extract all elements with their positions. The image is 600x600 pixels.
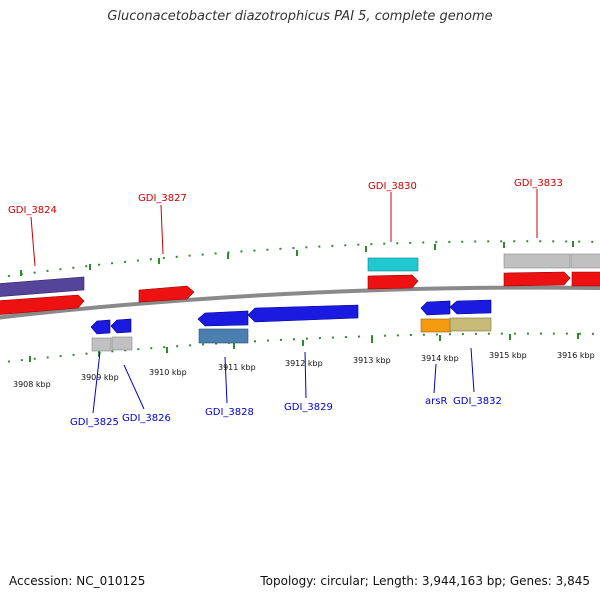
gene-label-gdi-3830: GDI_3830 (368, 181, 417, 192)
forward-label-lines (30, 189, 538, 267)
steelblue-feature[interactable] (198, 328, 249, 344)
gray-feature-right[interactable] (570, 253, 600, 269)
purple-feature[interactable] (0, 276, 85, 297)
inner-major-ticks (29, 333, 579, 362)
tick-label: 3915 kbp (489, 351, 527, 360)
gray-feature-gdi-3833[interactable] (503, 253, 571, 269)
gene-label-gdi-3829: GDI_3829 (284, 402, 333, 413)
gene-label-gdi-3833: GDI_3833 (514, 178, 563, 189)
orange-feature[interactable] (420, 318, 452, 333)
gene-arrow-gdi-3828[interactable] (197, 310, 249, 327)
reverse-gene-labels: GDI_3825 GDI_3826 GDI_3828 GDI_3829 arsR… (70, 396, 502, 428)
tick-label: 3916 kbp (557, 351, 595, 360)
khaki-feature[interactable] (449, 317, 492, 332)
gene-label-gdi-3832: GDI_3832 (453, 396, 502, 407)
tick-label: 3911 kbp (218, 363, 256, 372)
gene-arrow-gdi-3830[interactable] (367, 274, 419, 290)
gene-label-gdi-3825: GDI_3825 (70, 417, 119, 428)
gene-arrow-gdi-3825[interactable] (90, 319, 111, 335)
gene-arrow-gdi-3829[interactable] (247, 304, 359, 323)
tick-label: 3908 kbp (13, 380, 51, 389)
inner-tick-track (0, 332, 600, 364)
gene-arrow-gdi-3827[interactable] (138, 285, 195, 303)
reverse-strand-features (90, 299, 492, 352)
tick-label: 3910 kbp (149, 368, 187, 377)
gene-arrow-gdi-3826[interactable] (110, 318, 132, 334)
genome-backbone (0, 285, 600, 320)
gene-label-gdi-3827: GDI_3827 (138, 193, 187, 204)
genome-summary-text: Topology: circular; Length: 3,944,163 bp… (260, 574, 590, 588)
gene-arrow-arsr[interactable] (420, 300, 451, 316)
tick-label: 3909 kbp (81, 373, 119, 382)
gene-arrow-gdi-3832[interactable] (449, 299, 492, 315)
gene-arrow-gdi-3824[interactable] (0, 294, 85, 315)
outer-tick-track (0, 240, 600, 279)
gray-feature-gdi-3825[interactable] (91, 337, 112, 352)
gene-label-arsr: arsR (425, 396, 447, 407)
tick-label: 3912 kbp (285, 359, 323, 368)
gene-arrow-right[interactable] (571, 271, 600, 287)
gene-label-gdi-3828: GDI_3828 (205, 407, 254, 418)
forward-strand-features (0, 253, 600, 315)
tick-label: 3914 kbp (421, 354, 459, 363)
accession-text: Accession: NC_010125 (9, 574, 146, 588)
forward-gene-labels: GDI_3824 GDI_3827 GDI_3830 GDI_3833 (8, 178, 563, 216)
tick-label: 3913 kbp (353, 356, 391, 365)
reverse-label-lines (92, 347, 475, 414)
cyan-feature[interactable] (367, 257, 419, 272)
gene-label-gdi-3826: GDI_3826 (122, 413, 171, 424)
gray-feature-gdi-3826[interactable] (111, 336, 133, 351)
kbp-tick-labels: 3908 kbp 3909 kbp 3910 kbp 3911 kbp 3912… (13, 351, 595, 389)
outer-major-ticks (20, 241, 574, 276)
gene-arrow-gdi-3833[interactable] (503, 271, 571, 287)
map-title: Gluconacetobacter diazotrophicus PAI 5, … (107, 9, 493, 24)
gene-label-gdi-3824: GDI_3824 (8, 205, 57, 216)
